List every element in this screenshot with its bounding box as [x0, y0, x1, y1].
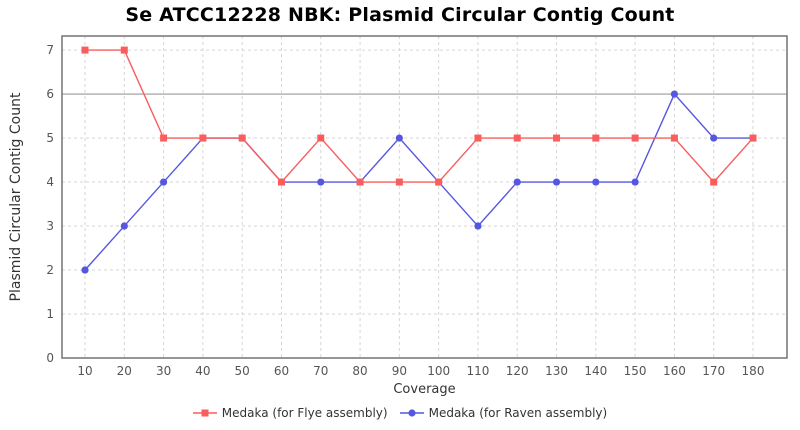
data-point — [317, 134, 325, 142]
data-point — [159, 178, 168, 186]
y-tick-label: 3 — [46, 219, 54, 233]
x-tick-label: 70 — [313, 364, 328, 378]
data-point — [81, 266, 89, 274]
y-tick-label: 5 — [46, 131, 54, 145]
data-point — [395, 178, 403, 186]
data-point — [120, 46, 128, 54]
data-point — [435, 178, 443, 186]
data-point — [710, 134, 718, 142]
x-tick-label: 150 — [624, 364, 647, 378]
legend-circle-marker-icon — [399, 409, 424, 417]
y-tick-label: 1 — [46, 307, 54, 321]
x-tick-label: 80 — [352, 364, 367, 378]
data-point — [81, 46, 89, 54]
data-point — [592, 178, 600, 186]
data-point — [474, 222, 482, 230]
series-line-0 — [85, 49, 754, 184]
data-point — [749, 134, 757, 142]
data-point — [592, 134, 600, 142]
data-point — [670, 134, 678, 142]
x-tick-label: 180 — [742, 364, 765, 378]
x-axis-label: Coverage — [393, 382, 455, 397]
x-tick-label: 20 — [117, 364, 132, 378]
legend-label: Medaka (for Raven assembly) — [428, 406, 608, 420]
data-point — [670, 90, 679, 98]
data-point — [199, 134, 207, 142]
data-point — [631, 178, 639, 186]
series-line-1 — [84, 92, 753, 271]
plot-frame — [61, 35, 788, 359]
data-point — [277, 178, 285, 186]
plot-canvas: 0 1 2 3 4 5 6 7 10 20 30 40 50 60 70 80 90 100 110 120 130 14… — [8, 35, 788, 397]
x-tick-label: 30 — [156, 364, 171, 378]
y-tick-label: 7 — [46, 43, 54, 57]
x-tick-label: 140 — [584, 364, 607, 378]
data-point — [238, 134, 246, 142]
y-tick-label: 6 — [46, 87, 54, 101]
chart-title: Se ATCC12228 NBK: Plasmid Circular Conti… — [125, 4, 675, 26]
data-point — [395, 134, 403, 142]
data-point — [513, 134, 521, 142]
x-tick-label: 50 — [235, 364, 250, 378]
data-point — [160, 134, 168, 142]
x-tick-label: 130 — [545, 364, 568, 378]
x-tick-label: 160 — [663, 364, 686, 378]
x-tick-label: 170 — [702, 364, 725, 378]
legend-item: Medaka (for Flye assembly) — [192, 406, 388, 420]
x-tick-label: 90 — [392, 364, 407, 378]
x-tick-label: 40 — [195, 364, 210, 378]
x-tick-label: 120 — [506, 364, 529, 378]
legend-item: Medaka (for Raven assembly) — [399, 406, 608, 420]
legend-square-marker-icon — [192, 409, 217, 417]
data-point — [513, 178, 521, 186]
x-tick-label: 10 — [77, 364, 92, 378]
data-point — [552, 178, 561, 186]
data-point — [631, 134, 639, 142]
data-point — [120, 222, 128, 230]
legend: Medaka (for Flye assembly) Medaka (for Ra… — [0, 404, 800, 422]
data-point — [317, 178, 325, 186]
legend-label: Medaka (for Flye assembly) — [221, 406, 388, 420]
y-tick-label: 2 — [46, 263, 54, 277]
y-tick-label: 4 — [46, 175, 54, 189]
y-axis-label: Plasmid Circular Contig Count — [8, 92, 24, 301]
x-tick-label: 100 — [427, 364, 450, 378]
y-tick-label: 0 — [46, 351, 54, 365]
data-point — [553, 134, 561, 142]
data-point — [356, 178, 364, 186]
data-point — [474, 134, 482, 142]
x-tick-label: 60 — [274, 364, 289, 378]
data-point — [710, 178, 718, 186]
x-tick-label: 110 — [466, 364, 489, 378]
